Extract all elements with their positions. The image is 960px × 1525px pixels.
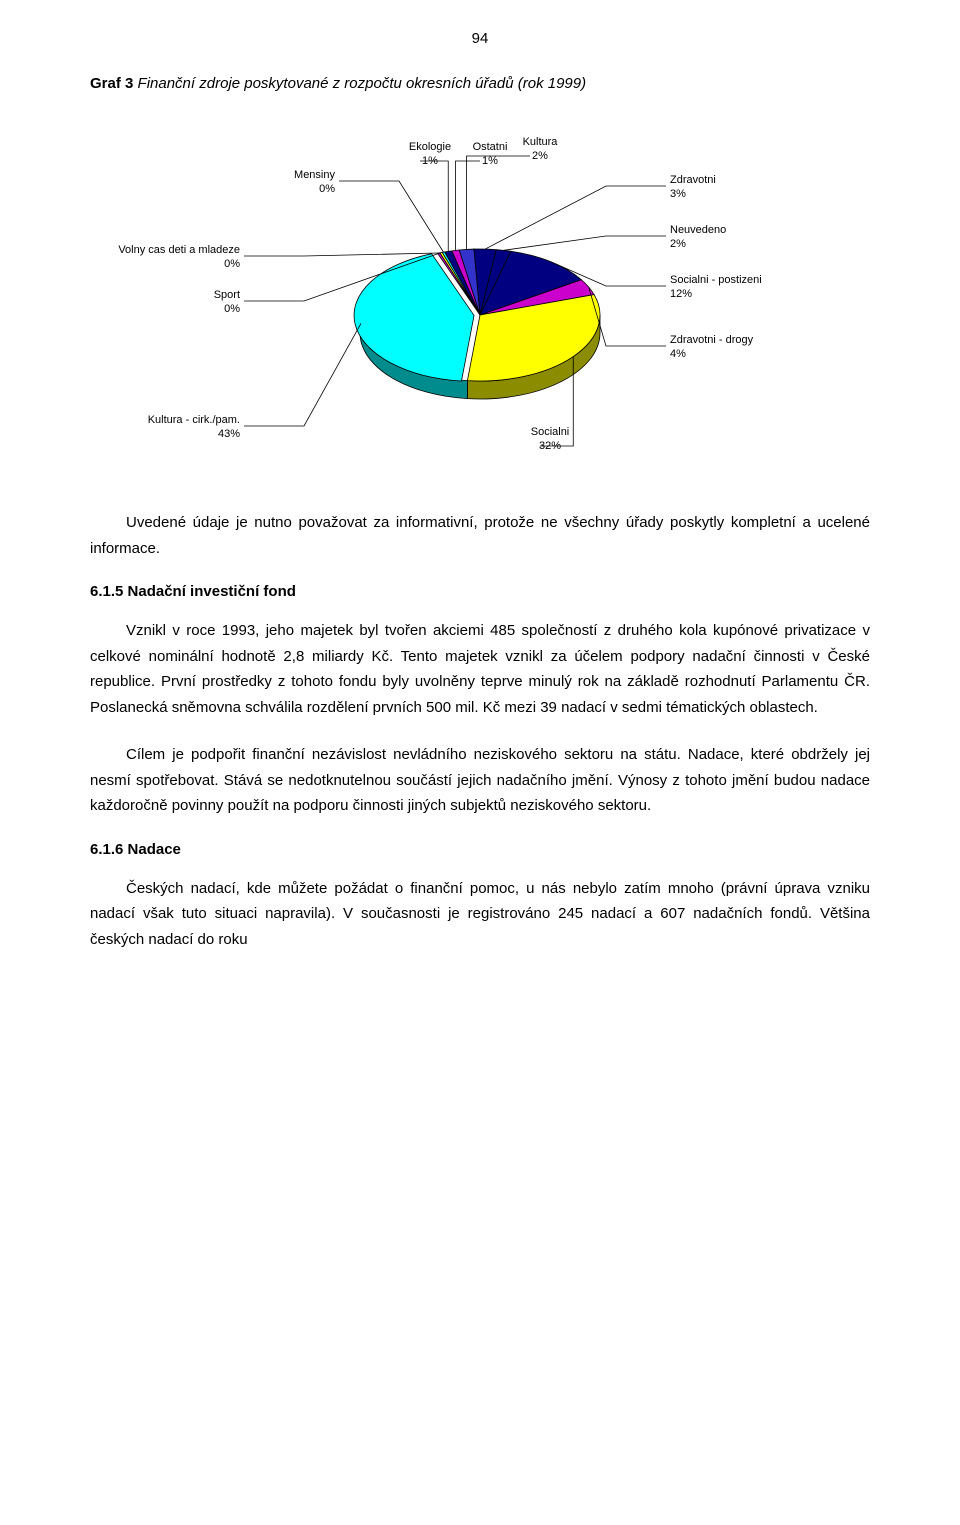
paragraph-2-text: Vznikl v roce 1993, jeho majetek byl tvo… xyxy=(90,622,870,716)
paragraph-3-text: Cílem je podpořit finanční nezávislost n… xyxy=(90,746,870,814)
figure-title: Graf 3 Finanční zdroje poskytované z roz… xyxy=(90,75,870,92)
page-number: 94 xyxy=(90,30,870,47)
figure-title-lead: Graf 3 xyxy=(90,75,138,92)
pie-chart: Kultura2%Zdravotni3%Neuvedeno2%Socialni … xyxy=(110,120,850,480)
paragraph-4-text: Českých nadací, kde můžete požádat o fin… xyxy=(90,880,870,948)
pie-label: Sport0% xyxy=(214,289,240,317)
pie-label: Kultura - cirk./pam.43% xyxy=(148,414,240,442)
paragraph-4: Českých nadací, kde můžete požádat o fin… xyxy=(90,876,870,953)
pie-label: Zdravotni3% xyxy=(670,174,716,202)
pie-label: Mensiny0% xyxy=(294,169,335,197)
pie-label: Ostatni1% xyxy=(440,141,540,169)
figure-title-rest: Finanční zdroje poskytované z rozpočtu o… xyxy=(138,75,587,92)
pie-label: Neuvedeno2% xyxy=(670,224,726,252)
pie-label: Zdravotni - drogy4% xyxy=(670,334,753,362)
pie-label: Volny cas deti a mladeze0% xyxy=(118,244,240,272)
pie-label: Socialni - postizeni12% xyxy=(670,274,762,302)
subhead-6-1-6: 6.1.6 Nadace xyxy=(90,841,870,858)
subhead-6-1-5: 6.1.5 Nadační investiční fond xyxy=(90,583,870,600)
paragraph-intro-text: Uvedené údaje je nutno považovat za info… xyxy=(90,514,870,557)
pie-label: Socialni32% xyxy=(500,426,600,454)
paragraph-3: Cílem je podpořit finanční nezávislost n… xyxy=(90,742,870,819)
paragraph-2: Vznikl v roce 1993, jeho majetek byl tvo… xyxy=(90,618,870,720)
paragraph-intro: Uvedené údaje je nutno považovat za info… xyxy=(90,510,870,561)
